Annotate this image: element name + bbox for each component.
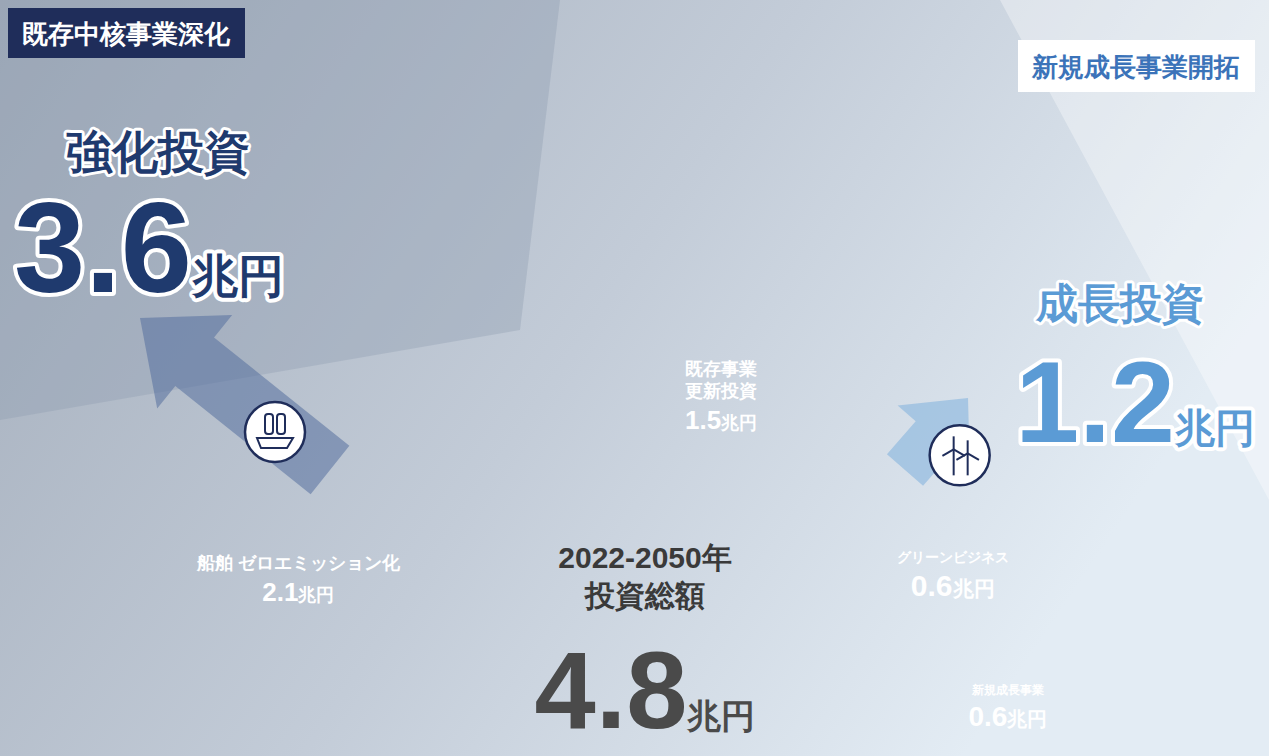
banner — [8, 8, 245, 58]
value-label-unit: 兆円 — [1006, 708, 1047, 730]
background — [0, 0, 1269, 756]
center-text: 投資総額 — [584, 579, 705, 612]
group-total: 1.2兆円 — [1015, 338, 1255, 466]
icon-part — [257, 438, 293, 448]
icon-part — [967, 440, 969, 453]
category-line: 更新投資 — [685, 381, 757, 401]
category-line: 新規成長事業 — [971, 683, 1044, 697]
icon — [930, 425, 990, 485]
total-label-number: 4.8 — [535, 628, 688, 751]
total-label-unit: 兆円 — [686, 697, 755, 735]
icon-circle — [930, 425, 990, 485]
infographic: 船舶 ゼロエミッション化2.1兆円既存事業更新投資1.5兆円グリーンビジネス0.… — [0, 0, 1269, 756]
value-label: 0.6兆円 — [911, 569, 995, 602]
icon-part — [968, 453, 979, 460]
group-title: 成長投資 — [1035, 280, 1204, 327]
icon-part — [967, 453, 969, 475]
icon-circle — [245, 402, 305, 462]
group-headers: 既存中核事業深化強化投資3.6兆円新規成長事業開拓成長投資1.2兆円 — [8, 8, 1255, 466]
center-text: 2022-2050年 — [558, 541, 731, 574]
value-label-number: 0.6 — [911, 569, 953, 602]
banner-text: 既存中核事業深化 — [22, 19, 231, 49]
icon-part — [265, 414, 273, 434]
icon-part — [953, 449, 955, 475]
group-title: 強化投資 — [66, 126, 250, 178]
value-label: 2.1兆円 — [262, 577, 334, 607]
banner-text: 新規成長事業開拓 — [1031, 52, 1240, 82]
value-label: 1.5兆円 — [685, 405, 757, 435]
category-label: 新規成長事業 — [971, 683, 1044, 697]
category-label: グリーンビジネス — [897, 549, 1009, 565]
value-label-number: 0.6 — [968, 701, 1007, 732]
category-label: 船舶 ゼロエミッション化 — [196, 553, 401, 573]
category-line: 既存事業 — [685, 359, 757, 379]
group-total: 3.6兆円 — [14, 176, 284, 319]
group-total-number: 3.6 — [14, 176, 192, 319]
value-label-number: 2.1 — [262, 577, 298, 607]
category-label: 既存事業更新投資 — [685, 359, 757, 402]
category-line: 船舶 ゼロエミッション化 — [196, 553, 401, 573]
value-label: 0.6兆円 — [968, 701, 1047, 732]
icon-part — [953, 436, 955, 449]
arrow — [140, 315, 349, 494]
group-total-unit: 兆円 — [191, 250, 284, 302]
icon-part — [956, 453, 967, 460]
background-shape — [1000, 0, 1269, 500]
category-line: グリーンビジネス — [897, 549, 1009, 565]
value-label-unit: 兆円 — [952, 577, 995, 600]
icon-part — [942, 449, 953, 456]
banner — [1018, 40, 1255, 92]
value-label-unit: 兆円 — [720, 413, 757, 433]
value-label-unit: 兆円 — [297, 585, 334, 605]
center-labels: 2022-2050年投資総額 4.8兆円 — [535, 541, 756, 751]
background-shape — [0, 0, 560, 420]
total-label: 4.8兆円 — [535, 628, 756, 751]
value-label-number: 1.5 — [685, 405, 721, 435]
group-total-unit: 兆円 — [1174, 406, 1255, 450]
group-total-number: 1.2 — [1015, 338, 1175, 466]
icon — [245, 402, 305, 462]
icon-part — [277, 414, 285, 434]
